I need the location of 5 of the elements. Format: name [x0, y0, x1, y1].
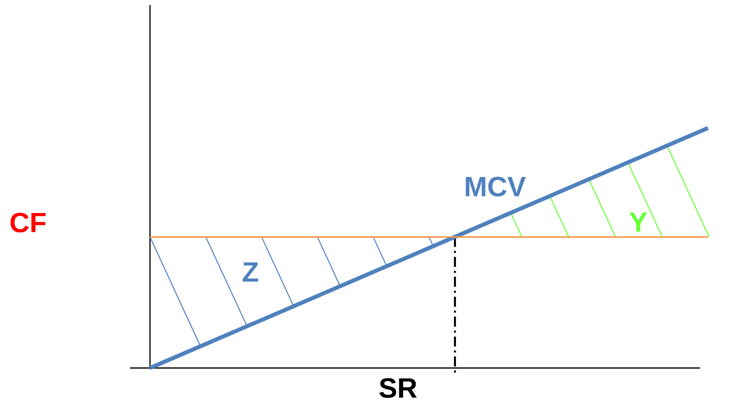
annotation: Y: [629, 212, 648, 232]
series-label: MCV: [466, 176, 526, 196]
annotation: Z: [242, 262, 258, 282]
y-axis-title: CF: [10, 212, 46, 232]
x-axis-title: SR: [379, 378, 417, 398]
